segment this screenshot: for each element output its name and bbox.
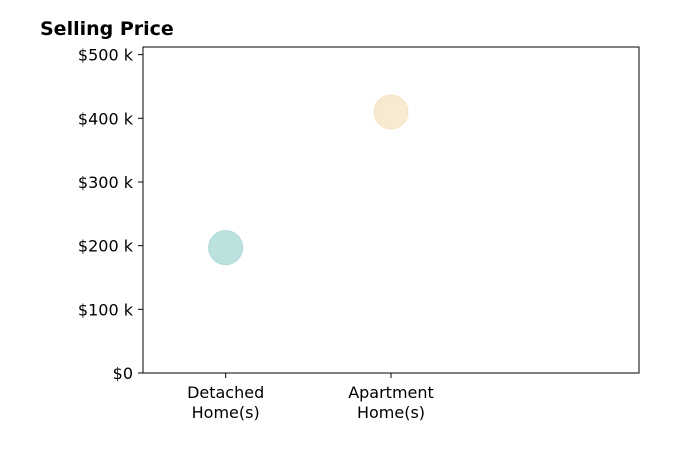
x-tick-label: Apartment Home(s) [348,383,434,422]
chart-title: Selling Price [40,18,174,40]
y-tick-label: $400 k [78,109,134,128]
y-tick-label: $500 k [78,46,134,65]
y-tick-label: $200 k [78,237,134,256]
data-point [373,94,409,130]
x-tick-label: Detached Home(s) [187,383,264,422]
y-tick-label: $300 k [78,173,134,192]
y-tick-label: $100 k [78,300,134,319]
plot-area: $0 $100 k $200 k $300 k $400 k $500 k Detached… [78,46,640,422]
data-point [208,230,244,266]
y-tick-label: $0 [113,364,133,383]
